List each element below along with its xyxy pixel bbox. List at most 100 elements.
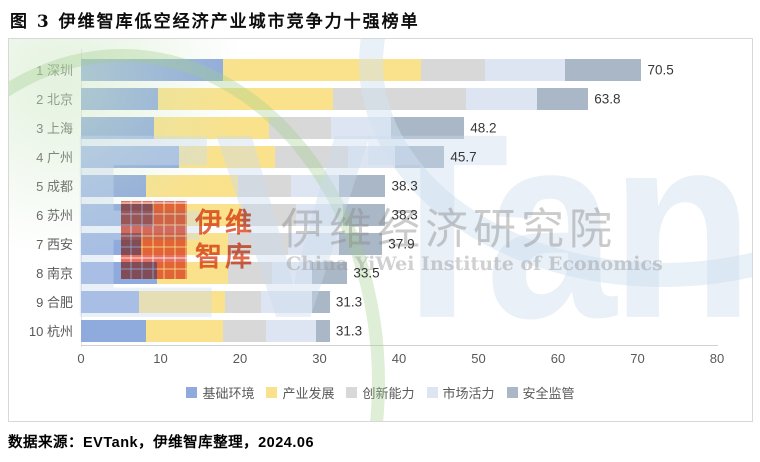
bar-segment <box>140 232 229 255</box>
bar-segment <box>333 87 466 110</box>
legend-label: 市场活力 <box>442 386 495 401</box>
chart-frame: 1 深圳 70.5 2 北京 63.8 3 上海 48.2 4 广州 45.7 5 成都 38.3… <box>8 38 753 422</box>
bar-segment <box>139 290 225 313</box>
legend-swatch-icon <box>186 387 198 398</box>
x-tick-label: 80 <box>709 351 725 366</box>
bar-row: 8 南京 33.5 <box>9 258 752 287</box>
city-label: 5 成都 <box>36 179 73 194</box>
bar-track: 31.3 <box>81 290 717 313</box>
bar-segment <box>274 145 349 168</box>
x-tick-label: 70 <box>630 351 645 366</box>
legend-label: 创新能力 <box>362 386 415 401</box>
bar-row: 2 北京 63.8 <box>9 84 752 113</box>
bar-segment <box>81 290 140 313</box>
bar-segment <box>565 58 642 81</box>
bar-segment <box>81 232 141 255</box>
value-label: 45.7 <box>450 149 477 164</box>
bar-segment <box>339 174 386 197</box>
legend-label: 基础环境 <box>202 386 255 401</box>
bar-track: 63.8 <box>81 87 717 110</box>
bar-segment <box>348 145 395 168</box>
bar-segment <box>394 145 445 168</box>
bar-segment <box>421 58 485 81</box>
bar-segment <box>224 290 261 313</box>
value-label: 37.9 <box>388 236 415 251</box>
bar-segment <box>81 261 157 284</box>
bar-segment <box>156 261 229 284</box>
bar-row: 9 合肥 31.3 <box>9 287 752 316</box>
bar-segment <box>343 203 386 226</box>
bar-row: 3 上海 48.2 <box>9 113 752 142</box>
bar-row: 10 杭州 31.3 <box>9 316 752 345</box>
bar-segment <box>260 290 313 313</box>
bar-segment <box>312 290 330 313</box>
value-label: 38.3 <box>391 207 418 222</box>
value-label: 33.5 <box>353 265 380 280</box>
bar-track: 70.5 <box>81 58 717 81</box>
bar-segment <box>339 232 383 255</box>
legend-swatch-icon <box>426 387 438 398</box>
x-tick-label: 40 <box>391 351 407 366</box>
bar-segment <box>158 87 333 110</box>
bar-segment <box>316 319 330 342</box>
bar-segment <box>391 116 465 139</box>
bar-track: 45.7 <box>81 145 717 168</box>
x-tick-label: 50 <box>471 351 486 366</box>
bar-segment <box>465 87 538 110</box>
value-label: 31.3 <box>335 294 363 309</box>
value-label: 63.8 <box>594 91 621 106</box>
bar-segment <box>146 319 224 342</box>
city-label: 6 苏州 <box>36 208 73 223</box>
bar-segment <box>269 116 332 139</box>
x-axis-line <box>81 345 718 346</box>
x-tick-label: 20 <box>232 351 248 366</box>
x-tick-label: 0 <box>77 351 85 366</box>
legend-swatch-icon <box>506 387 518 398</box>
bar-segment <box>146 174 239 197</box>
legend-swatch-icon <box>266 387 278 398</box>
city-label: 10 杭州 <box>28 324 73 339</box>
bar-track: 31.3 <box>81 319 717 342</box>
bar-row: 6 苏州 38.3 <box>9 200 752 229</box>
bar-segment <box>238 174 291 197</box>
chart-figure-title: 图 3 伊维智库低空经济产业城市竞争力十强榜单 <box>10 12 420 32</box>
bar-segment <box>228 232 288 255</box>
city-label: 4 广州 <box>36 150 73 165</box>
legend-item: 基础环境 <box>186 383 254 402</box>
bar-segment <box>81 319 147 342</box>
legend-item: 产业发展 <box>266 383 334 402</box>
value-label: 38.3 <box>391 178 418 193</box>
city-label: 8 南京 <box>36 266 73 281</box>
data-source-note: 数据来源：EVTank，伊维智库整理，2024.06 <box>8 435 315 451</box>
bar-segment <box>154 116 270 139</box>
bar-segment <box>81 87 159 110</box>
bar-segment <box>241 203 296 226</box>
bar-segment <box>290 174 340 197</box>
bar-row: 7 西安 37.9 <box>9 229 752 258</box>
bar-segment <box>331 116 392 139</box>
bar-segment <box>537 87 589 110</box>
bar-rows: 1 深圳 70.5 2 北京 63.8 3 上海 48.2 4 广州 45.7 5 成都 38.3… <box>9 55 752 345</box>
legend-item: 安全监管 <box>506 383 575 402</box>
legend-label: 安全监管 <box>522 386 575 401</box>
city-label: 2 北京 <box>36 92 73 107</box>
value-label: 31.3 <box>335 323 363 338</box>
bar-segment <box>484 58 566 81</box>
bar-segment <box>311 261 348 284</box>
legend: 基础环境 产业发展 创新能力 市场活力 安全监管 <box>9 383 752 402</box>
bar-segment <box>266 319 317 342</box>
bar-track: 37.9 <box>81 232 717 255</box>
bar-track: 48.2 <box>81 116 717 139</box>
bar-row: 4 广州 45.7 <box>9 142 752 171</box>
bar-segment <box>228 261 272 284</box>
city-label: 9 合肥 <box>36 295 73 310</box>
bar-segment <box>81 145 179 168</box>
bar-segment <box>81 203 153 226</box>
bar-segment <box>287 232 340 255</box>
bar-track: 38.3 <box>81 174 717 197</box>
bar-segment <box>81 174 147 197</box>
bar-segment <box>152 203 242 226</box>
x-axis-ticks: 0 10 20 30 40 50 60 70 80 <box>77 351 724 367</box>
bar-segment <box>81 58 224 81</box>
bar-track: 33.5 <box>81 261 717 284</box>
